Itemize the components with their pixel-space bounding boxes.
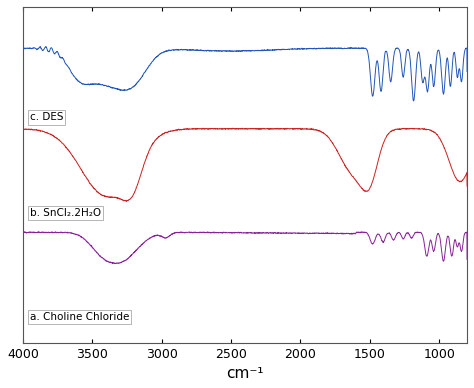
Text: a. Choline Chloride: a. Choline Chloride [30, 312, 129, 322]
Text: c. DES: c. DES [30, 113, 64, 123]
Text: b. SnCl₂.2H₂O: b. SnCl₂.2H₂O [30, 208, 101, 218]
X-axis label: cm⁻¹: cm⁻¹ [226, 366, 264, 381]
